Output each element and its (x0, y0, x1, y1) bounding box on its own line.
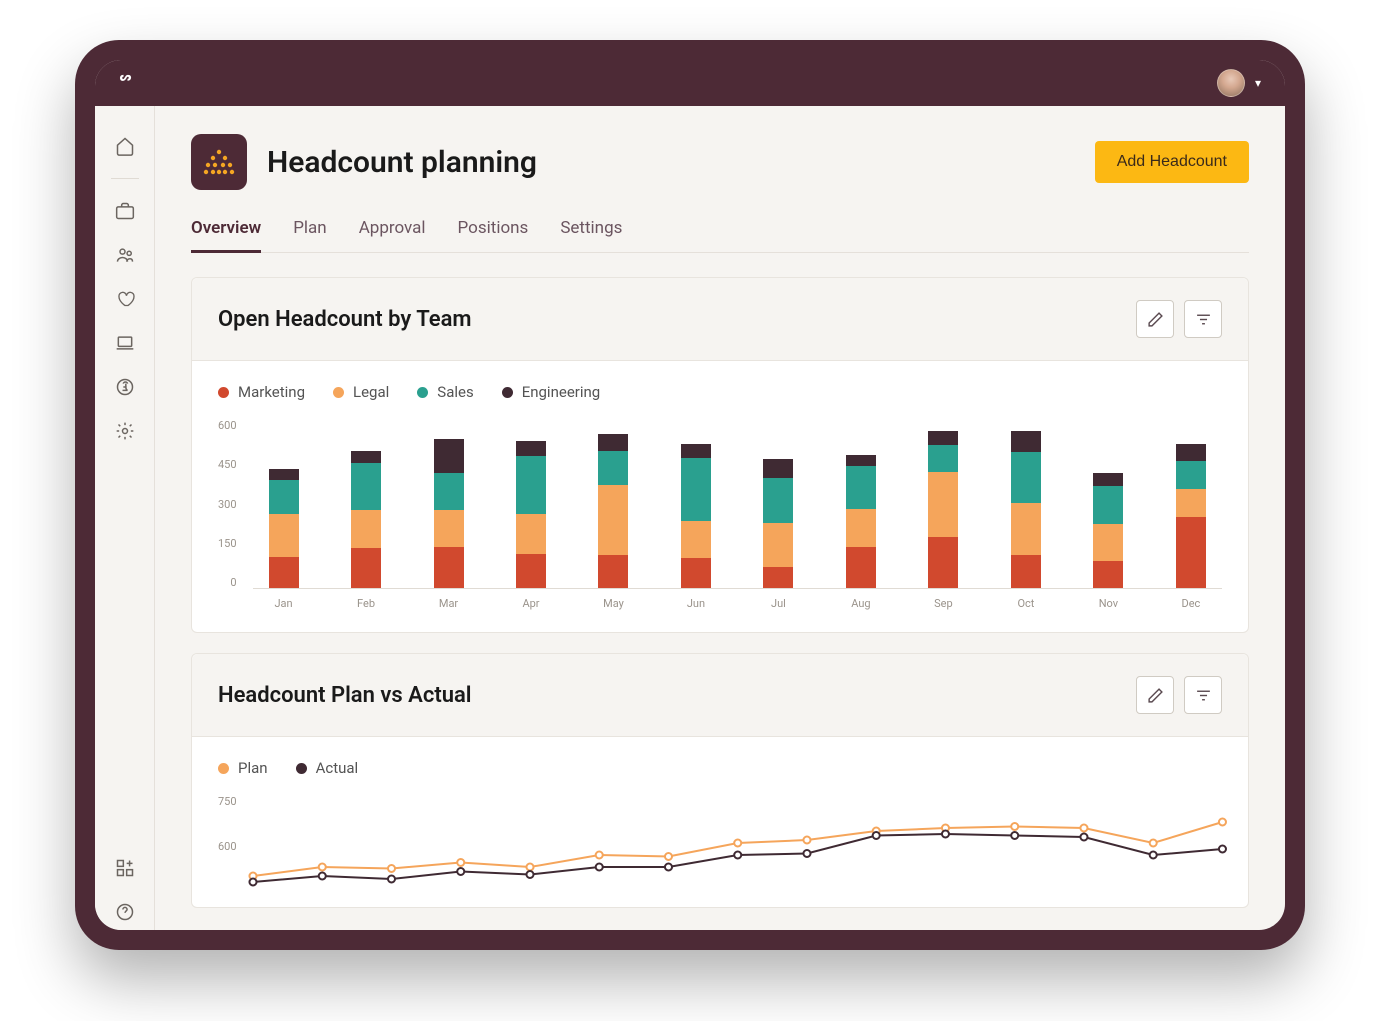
chart-legend: Marketing Legal Sales Engineering (218, 383, 1222, 401)
sidebar-gear-icon[interactable] (107, 413, 143, 449)
bar-segment (1011, 431, 1041, 452)
bar-segment (1093, 473, 1123, 486)
module-icon (191, 134, 247, 190)
tablet-frame: ᔥ ▾ (75, 40, 1305, 950)
bar-segment (269, 514, 299, 557)
tab-settings[interactable]: Settings (560, 218, 622, 252)
bar-segment (1176, 489, 1206, 517)
tab-approval[interactable]: Approval (359, 218, 426, 252)
bar-segment (763, 459, 793, 477)
bar-segment (1176, 444, 1206, 461)
bar-segment (1176, 517, 1206, 588)
bar-segment (269, 557, 299, 588)
bar-segment (763, 523, 793, 567)
bar-segment (1093, 524, 1123, 561)
y-axis: 6004503001500 (218, 419, 241, 589)
tab-overview[interactable]: Overview (191, 218, 261, 252)
line-chart (253, 795, 1222, 885)
plan-vs-actual-card: Headcount Plan vs Actual Plan Actual (191, 653, 1249, 908)
bar-segment (846, 466, 876, 509)
screen: ᔥ ▾ (95, 60, 1285, 930)
bar-segment (434, 547, 464, 588)
page-title: Headcount planning (267, 145, 537, 180)
card-title: Open Headcount by Team (218, 307, 472, 332)
bar-segment (1011, 555, 1041, 588)
sidebar-home-icon[interactable] (107, 128, 143, 164)
top-bar: ᔥ ▾ (95, 60, 1285, 106)
bar-segment (846, 547, 876, 588)
tabs: Overview Plan Approval Positions Settings (191, 218, 1249, 253)
bar-chart (253, 419, 1222, 589)
bar-segment (1093, 486, 1123, 524)
bar-segment (681, 458, 711, 522)
legend-item: Actual (296, 759, 359, 777)
tab-positions[interactable]: Positions (458, 218, 529, 252)
sidebar-apps-icon[interactable] (107, 850, 143, 886)
pencil-icon (1147, 311, 1164, 328)
x-axis: JanFebMarAprMayJunJulAugSepOctNovDec (253, 589, 1222, 610)
sidebar-briefcase-icon[interactable] (107, 193, 143, 229)
filter-button[interactable] (1184, 300, 1222, 338)
bar-segment (846, 509, 876, 547)
bar-segment (1176, 461, 1206, 489)
sidebar-pound-icon[interactable] (107, 369, 143, 405)
bar-segment (928, 445, 958, 472)
bar-segment (928, 431, 958, 445)
bar-segment (846, 455, 876, 466)
legend-item: Engineering (502, 383, 601, 401)
bar-segment (269, 469, 299, 480)
bar-segment (351, 548, 381, 588)
legend-item: Marketing (218, 383, 305, 401)
bar-segment (681, 521, 711, 558)
bar-segment (1011, 452, 1041, 503)
sidebar-people-icon[interactable] (107, 237, 143, 273)
bar-segment (763, 478, 793, 523)
y-axis: 750600 (218, 795, 241, 885)
bar-segment (269, 480, 299, 514)
brand-logo[interactable]: ᔥ (119, 71, 130, 95)
open-headcount-card: Open Headcount by Team Marketing Legal Sal… (191, 277, 1249, 633)
sidebar-laptop-icon[interactable] (107, 325, 143, 361)
bar-segment (928, 472, 958, 537)
bar-segment (763, 567, 793, 588)
sidebar-heart-icon[interactable] (107, 281, 143, 317)
add-headcount-button[interactable]: Add Headcount (1095, 141, 1249, 183)
bar-segment (681, 558, 711, 588)
bar-segment (351, 510, 381, 548)
bar-segment (1093, 561, 1123, 588)
bar-segment (351, 451, 381, 464)
bar-segment (516, 456, 546, 514)
chevron-down-icon[interactable]: ▾ (1255, 76, 1261, 90)
bar-segment (516, 514, 546, 554)
bar-segment (351, 463, 381, 510)
bar-segment (928, 537, 958, 588)
bar-segment (598, 555, 628, 588)
sidebar-help-icon[interactable] (107, 894, 143, 930)
legend-item: Sales (417, 383, 473, 401)
filter-button[interactable] (1184, 676, 1222, 714)
legend-item: Plan (218, 759, 268, 777)
avatar[interactable] (1217, 69, 1245, 97)
bar-segment (434, 473, 464, 510)
sidebar (95, 106, 155, 930)
edit-button[interactable] (1136, 300, 1174, 338)
filter-icon (1195, 687, 1212, 704)
pencil-icon (1147, 687, 1164, 704)
tab-plan[interactable]: Plan (293, 218, 327, 252)
bar-segment (598, 485, 628, 556)
card-title: Headcount Plan vs Actual (218, 683, 472, 708)
bar-segment (516, 441, 546, 457)
chart-legend: Plan Actual (218, 759, 1222, 777)
bar-segment (516, 554, 546, 588)
bar-segment (434, 439, 464, 473)
bar-segment (681, 444, 711, 458)
bar-segment (1011, 503, 1041, 555)
bar-segment (598, 434, 628, 451)
bar-segment (434, 510, 464, 547)
filter-icon (1195, 311, 1212, 328)
legend-item: Legal (333, 383, 389, 401)
bar-segment (598, 451, 628, 485)
main-content: Headcount planning Add Headcount Overvie… (155, 106, 1285, 930)
edit-button[interactable] (1136, 676, 1174, 714)
